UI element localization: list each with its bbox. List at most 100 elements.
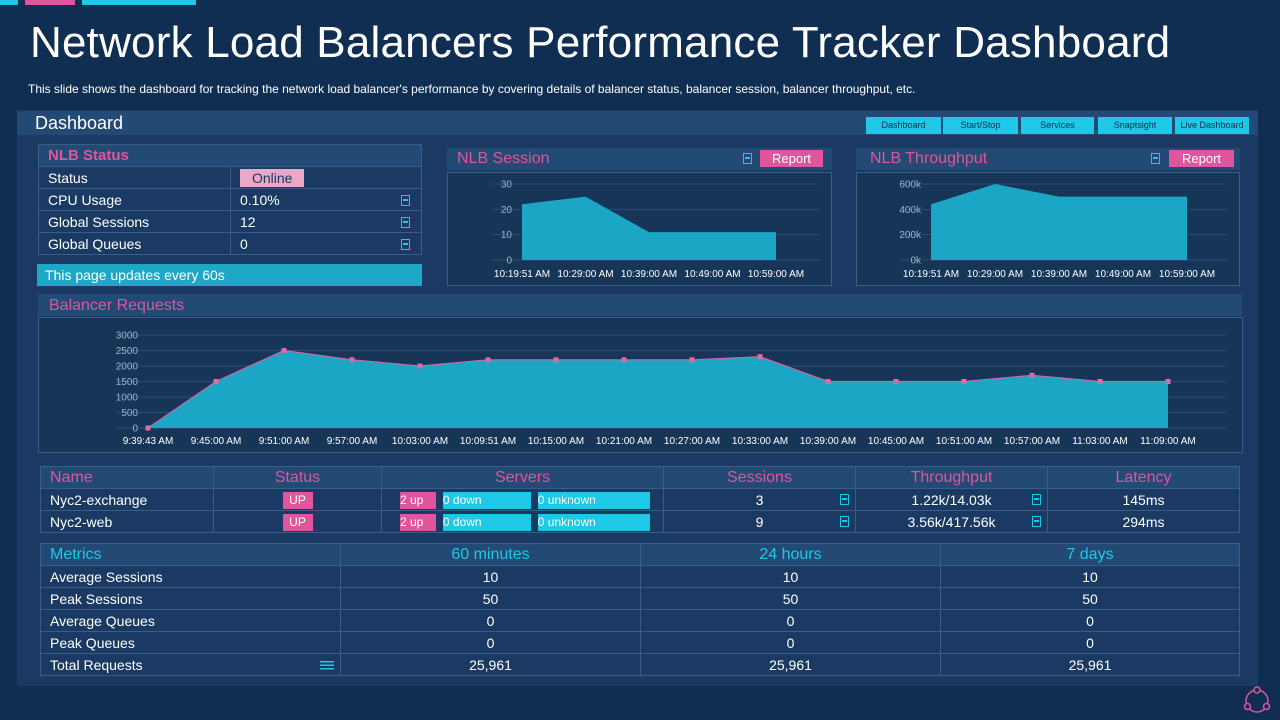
x-tick-label: 10:09:51 AM bbox=[460, 436, 516, 447]
metric-value: 10 bbox=[640, 565, 941, 588]
data-point bbox=[485, 357, 491, 363]
nlb-session-report-button[interactable]: Report bbox=[760, 150, 823, 167]
metric-label: Peak Sessions bbox=[40, 587, 341, 610]
x-tick-label: 9:45:00 AM bbox=[191, 436, 242, 447]
status-row: Status Online bbox=[38, 166, 422, 189]
column-header-metrics: Metrics bbox=[40, 543, 341, 566]
save-icon[interactable] bbox=[840, 516, 849, 527]
table-row: Average Sessions 10 10 10 bbox=[40, 565, 1240, 588]
servers-down-badge: 0 down bbox=[442, 513, 531, 531]
servers-up-badge: 2 up bbox=[400, 491, 436, 509]
x-tick-label: 10:59:00 AM bbox=[1159, 269, 1215, 280]
accent-bar-1 bbox=[0, 0, 18, 5]
y-tick-label: 0 bbox=[132, 424, 138, 435]
column-header-status: Status bbox=[213, 466, 382, 489]
data-point bbox=[757, 354, 763, 360]
data-point bbox=[893, 379, 899, 384]
y-tick-label: 600k bbox=[899, 180, 922, 191]
save-icon[interactable] bbox=[840, 494, 849, 505]
y-tick-label: 0 bbox=[506, 256, 512, 267]
metric-value: 25,961 bbox=[640, 653, 941, 676]
cpu-usage-label: CPU Usage bbox=[38, 188, 231, 211]
table-row: Peak Sessions 50 50 50 bbox=[40, 587, 1240, 610]
data-point bbox=[1165, 379, 1171, 384]
nav-snaptsight-button[interactable]: Snaptsight bbox=[1098, 117, 1172, 134]
table-row: Total Requests 25,961 25,961 25,961 bbox=[40, 653, 1240, 676]
metric-value: 25,961 bbox=[940, 653, 1240, 676]
nav-start-stop-button[interactable]: Start/Stop bbox=[943, 117, 1018, 134]
server-throughput: 3.56k/417.56k bbox=[907, 513, 996, 530]
nav-dashboard-button[interactable]: Dashboard bbox=[866, 117, 941, 134]
metric-value: 50 bbox=[940, 587, 1240, 610]
nlb-throughput-header bbox=[856, 148, 1240, 170]
y-tick-label: 3000 bbox=[116, 331, 139, 342]
x-tick-label: 10:49:00 AM bbox=[1095, 269, 1151, 280]
metric-value: 50 bbox=[640, 587, 941, 610]
x-tick-label: 10:15:00 AM bbox=[528, 436, 584, 447]
servers-table: Name Status Servers Sessions Throughput … bbox=[40, 466, 1240, 533]
page-title: Network Load Balancers Performance Track… bbox=[30, 18, 1171, 67]
global-sessions-value: 12 bbox=[240, 213, 256, 230]
balancer-requests-header bbox=[38, 294, 1242, 316]
save-icon[interactable] bbox=[401, 239, 410, 250]
servers-header-row: Name Status Servers Sessions Throughput … bbox=[40, 466, 1240, 489]
x-tick-label: 10:29:00 AM bbox=[557, 269, 613, 280]
page-subtitle: This slide shows the dashboard for track… bbox=[28, 82, 916, 96]
y-tick-label: 10 bbox=[501, 230, 513, 241]
nlb-throughput-chart: 0k 200k 400k 600k 10:19:51 AM 10:29:00 AM 10:3… bbox=[899, 180, 1228, 280]
save-icon[interactable] bbox=[1032, 516, 1041, 527]
x-tick-label: 10:19:51 AM bbox=[494, 269, 550, 280]
metric-value: 0 bbox=[940, 631, 1240, 654]
x-tick-label: 11:09:00 AM bbox=[1140, 436, 1195, 447]
servers-down-badge: 0 down bbox=[442, 491, 531, 509]
y-tick-label: 1500 bbox=[116, 377, 139, 388]
nav-live-dashboard-button[interactable]: Live Dashboard bbox=[1175, 117, 1249, 134]
x-tick-label: 10:03:00 AM bbox=[392, 436, 448, 447]
data-point bbox=[553, 357, 559, 363]
data-point bbox=[1029, 372, 1035, 378]
nlb-throughput-report-button[interactable]: Report bbox=[1169, 150, 1234, 167]
y-tick-label: 0k bbox=[910, 256, 922, 267]
table-row: Peak Queues 0 0 0 bbox=[40, 631, 1240, 654]
server-name: Nyc2-exchange bbox=[40, 488, 214, 511]
save-icon[interactable] bbox=[743, 153, 752, 164]
x-tick-label: 10:27:00 AM bbox=[664, 436, 720, 447]
cpu-usage-value: 0.10% bbox=[240, 191, 280, 208]
x-tick-label: 10:21:00 AM bbox=[596, 436, 652, 447]
global-sessions-label: Global Sessions bbox=[38, 210, 231, 233]
metric-label: Average Queues bbox=[40, 609, 341, 632]
servers-up-badge: 2 up bbox=[400, 513, 436, 531]
metric-value: 0 bbox=[340, 609, 641, 632]
nlb-status-table: NLB Status Status Online CPU Usage 0.10%… bbox=[38, 144, 422, 255]
y-tick-label: 400k bbox=[899, 205, 922, 216]
data-point bbox=[213, 379, 219, 384]
x-tick-label: 10:59:00 AM bbox=[748, 269, 804, 280]
save-icon[interactable] bbox=[1032, 494, 1041, 505]
x-tick-label: 11:03:00 AM bbox=[1072, 436, 1127, 447]
save-icon[interactable] bbox=[1151, 153, 1160, 164]
column-header-7-days: 7 days bbox=[940, 543, 1240, 566]
list-icon[interactable] bbox=[320, 661, 334, 670]
x-tick-label: 10:57:00 AM bbox=[1004, 436, 1060, 447]
x-tick-label: 10:49:00 AM bbox=[684, 269, 740, 280]
data-point bbox=[417, 363, 423, 369]
server-name: Nyc2-web bbox=[40, 510, 214, 533]
column-header-name: Name bbox=[40, 466, 214, 489]
y-tick-label: 500 bbox=[121, 408, 138, 419]
server-status-badge: UP bbox=[282, 491, 313, 509]
save-icon[interactable] bbox=[401, 195, 410, 206]
nlb-session-chart: 0 10 20 30 10:19:51 AM 10:29:00 AM 10:39:00 AM… bbox=[491, 180, 819, 280]
status-online-badge: Online bbox=[240, 168, 305, 187]
x-tick-label: 10:29:00 AM bbox=[967, 269, 1023, 280]
balancer-requests-chart: 0 500 1000 1500 2000 2500 3000 9:39:43 AM 9:45:0… bbox=[116, 331, 1226, 447]
column-header-throughput: Throughput bbox=[855, 466, 1048, 489]
accent-bar-3 bbox=[82, 0, 196, 5]
y-tick-label: 2000 bbox=[116, 362, 139, 373]
column-header-servers: Servers bbox=[381, 466, 664, 489]
x-tick-label: 10:39:00 AM bbox=[800, 436, 856, 447]
accent-bar-2 bbox=[25, 0, 75, 5]
nav-services-button[interactable]: Services bbox=[1021, 117, 1094, 134]
save-icon[interactable] bbox=[401, 217, 410, 228]
x-tick-label: 10:19:51 AM bbox=[903, 269, 959, 280]
server-throughput: 1.22k/14.03k bbox=[911, 491, 992, 508]
